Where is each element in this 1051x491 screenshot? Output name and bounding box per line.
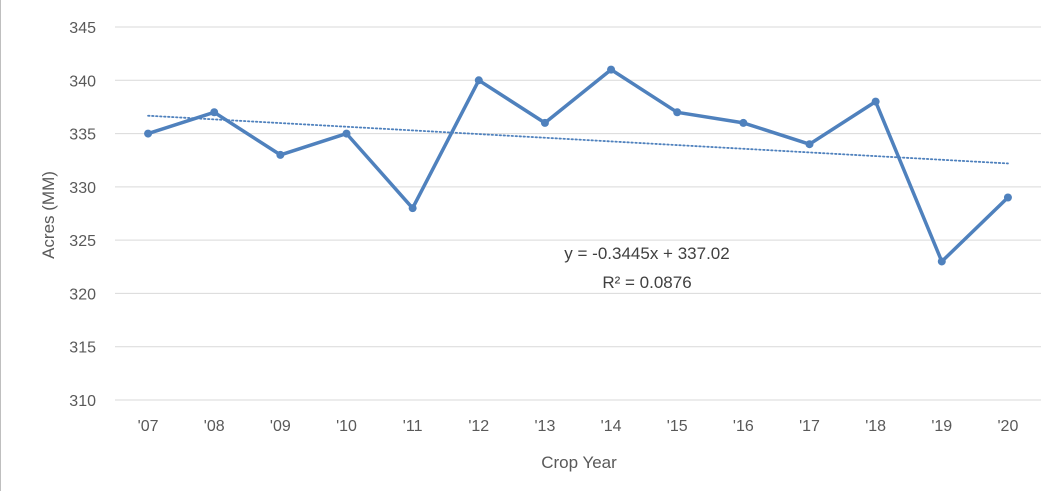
data-point [1003, 193, 1012, 202]
data-point [540, 118, 549, 127]
y-tick-label: 345 [69, 20, 96, 37]
data-points [144, 65, 1012, 266]
y-tick-label: 315 [69, 340, 96, 357]
x-tick-label: '14 [601, 418, 622, 435]
trendline-path [147, 114, 1009, 165]
data-point [937, 257, 946, 266]
data-point [673, 108, 682, 117]
trendline-r-squared: R² = 0.0876 [602, 273, 691, 292]
y-tick-label: 320 [69, 286, 96, 303]
y-tick-label: 330 [69, 180, 96, 197]
x-tick-label: '09 [270, 418, 291, 435]
x-tick-label: '11 [403, 418, 423, 435]
data-point [276, 150, 285, 159]
data-point [607, 65, 616, 74]
data-point [144, 129, 153, 138]
y-tick-labels: 310 315 320 325 330 335 340 345 [69, 20, 96, 410]
x-tick-label: '08 [204, 418, 225, 435]
data-point [805, 140, 814, 149]
trendline [147, 114, 1009, 165]
data-point [408, 204, 417, 213]
x-tick-label: '20 [997, 418, 1018, 435]
x-tick-label: '16 [733, 418, 754, 435]
data-point [210, 108, 219, 117]
series-path [146, 67, 1010, 264]
y-tick-label: 310 [69, 393, 96, 410]
y-tick-label: 335 [69, 127, 96, 144]
y-tick-label: 325 [69, 233, 96, 250]
x-tick-label: '18 [865, 418, 886, 435]
data-point [871, 97, 880, 106]
x-tick-labels: '07 '08 '09 '10 '11 '12 '13 '14 '15 '16 '17 '18 '19 '… [138, 418, 1019, 435]
x-tick-label: '10 [336, 418, 357, 435]
x-tick-label: '19 [931, 418, 952, 435]
x-tick-label: '13 [534, 418, 555, 435]
gridlines [115, 26, 1041, 401]
data-point [474, 76, 483, 85]
data-point [739, 118, 748, 127]
y-axis-title: Acres (MM) [39, 171, 58, 259]
data-point [342, 129, 351, 138]
series-line [146, 67, 1010, 264]
x-tick-label: '12 [468, 418, 489, 435]
x-axis-title: Crop Year [541, 453, 617, 472]
x-tick-label: '17 [799, 418, 820, 435]
x-tick-label: '15 [667, 418, 688, 435]
y-tick-label: 340 [69, 73, 96, 90]
trendline-equation: y = -0.3445x + 337.02 [564, 244, 729, 263]
x-tick-label: '07 [138, 418, 159, 435]
